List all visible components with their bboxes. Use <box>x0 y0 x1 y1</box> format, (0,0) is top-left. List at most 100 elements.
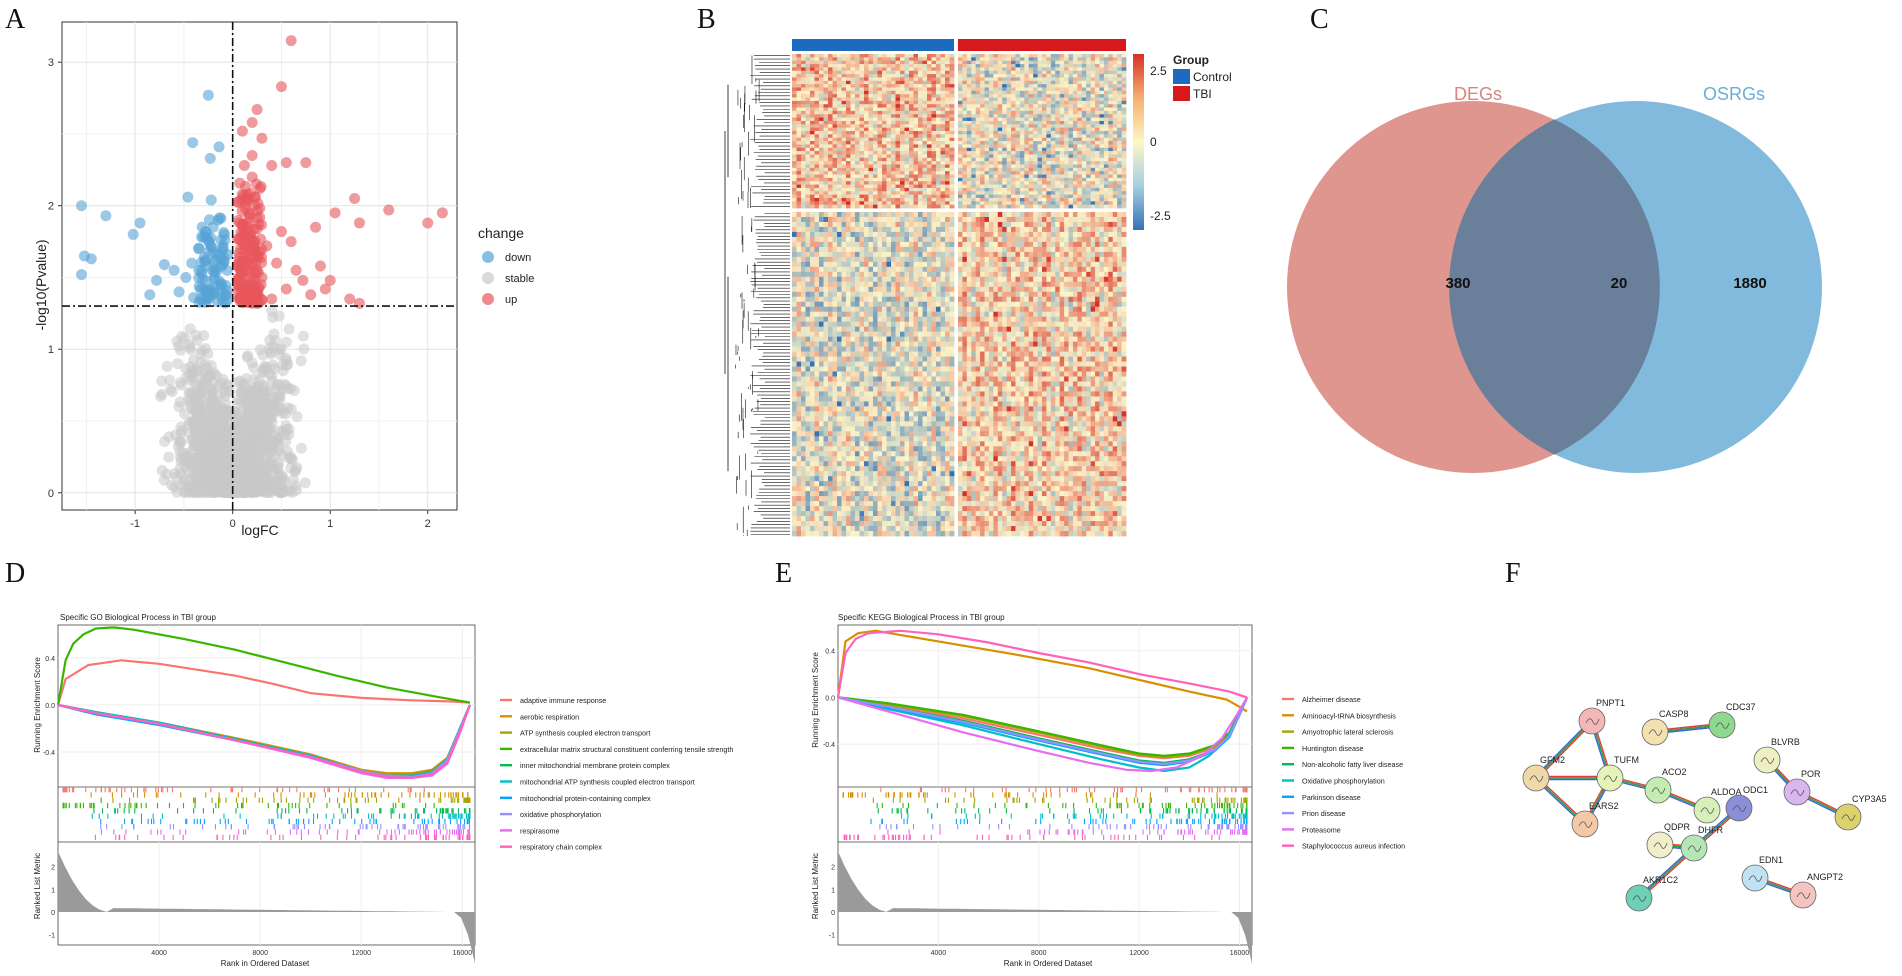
volcano-point-stable <box>225 454 237 466</box>
heatmap-cell <box>1099 54 1105 58</box>
heatmap-cell <box>962 90 968 95</box>
volcano-point-stable <box>165 383 177 395</box>
heatmap-cell <box>1095 114 1100 119</box>
volcano-point-stable <box>278 486 290 498</box>
volcano-point-stable <box>260 414 272 426</box>
heatmap-cell <box>922 107 928 112</box>
volcano-point-stable <box>225 465 237 477</box>
heatmap-cell <box>940 191 946 196</box>
heatmap-cell <box>940 57 946 62</box>
volcano-point-stable <box>243 454 255 466</box>
heatmap-cell <box>819 110 824 115</box>
heatmap-cell <box>814 181 820 185</box>
volcano-point-stable <box>163 451 175 463</box>
volcano-point-stable <box>231 427 243 439</box>
heatmap-cell <box>1081 144 1087 149</box>
heatmap-cell <box>801 110 806 115</box>
heatmap-cell <box>819 137 824 142</box>
volcano-point-stable <box>280 423 292 435</box>
legend-down-swatch <box>482 251 494 263</box>
heatmap-cell <box>945 181 950 185</box>
heatmap-cell <box>801 194 806 199</box>
heatmap-cell <box>850 164 856 169</box>
heatmap-cell <box>796 60 802 65</box>
heatmap-cell <box>1072 134 1078 139</box>
heatmap-cell <box>895 184 901 189</box>
heatmap-cell <box>927 167 932 172</box>
heatmap-cell <box>810 161 815 165</box>
heatmap-cell <box>1064 141 1069 145</box>
heatmap-cell <box>1121 141 1127 145</box>
volcano-point-stable <box>268 328 280 340</box>
volcano-point-stable <box>217 419 229 431</box>
legend-stable-label: stable <box>505 273 534 285</box>
volcano-point-stable <box>189 425 201 437</box>
heatmap-cell <box>850 151 856 155</box>
volcano-point-stable <box>258 431 270 443</box>
heatmap-cell <box>940 74 946 78</box>
heatmap-cell <box>873 100 878 105</box>
heatmap-cell <box>1059 60 1065 65</box>
heatmap-cell <box>922 77 928 82</box>
heatmap-cell <box>975 161 981 165</box>
heatmap-cell <box>859 117 865 122</box>
heatmap-cell <box>962 74 968 78</box>
volcano-point-stable <box>251 485 263 497</box>
volcano-point-stable <box>272 392 284 404</box>
volcano-point-stable <box>297 330 309 342</box>
heatmap-cell <box>988 110 994 115</box>
heatmap-cell <box>997 124 1003 129</box>
volcano-point-stable <box>203 441 215 453</box>
volcano-point-stable <box>248 403 260 415</box>
heatmap-cell <box>940 154 946 159</box>
volcano-point-stable <box>207 487 219 499</box>
heatmap-cell <box>855 114 860 119</box>
volcano-point-stable <box>217 480 229 492</box>
heatmap-cell <box>904 120 910 125</box>
volcano-point-stable <box>260 388 272 400</box>
heatmap-cell <box>909 131 914 135</box>
heatmap-cell <box>850 54 856 58</box>
heatmap-cell <box>1103 90 1109 95</box>
heatmap-cell <box>1024 107 1030 112</box>
heatmap-cell <box>1006 60 1012 65</box>
heatmap-cell <box>971 120 977 125</box>
volcano-point-stable <box>252 469 264 481</box>
volcano-point-stable <box>188 388 200 400</box>
heatmap-cell <box>891 181 896 185</box>
heatmap-cell <box>1068 137 1074 142</box>
heatmap-cell <box>1059 134 1065 139</box>
volcano-point-down <box>216 295 228 307</box>
heatmap-cell <box>1090 141 1096 145</box>
heatmap-cell <box>940 197 946 202</box>
volcano-point-down <box>199 225 211 237</box>
heatmap-cell <box>886 167 892 172</box>
heatmap-cell <box>1095 161 1100 165</box>
volcano-point-up <box>251 286 263 298</box>
volcano-point-stable <box>267 480 279 492</box>
heatmap-cell <box>1090 147 1096 152</box>
heatmap-cell <box>819 191 824 196</box>
heatmap-cell <box>1086 151 1092 155</box>
heatmap-cell <box>927 187 932 192</box>
heatmap-cell <box>796 70 802 75</box>
volcano-point-stable <box>208 461 220 473</box>
volcano-point-stable <box>281 355 293 367</box>
heatmap-cell <box>1064 77 1069 82</box>
volcano-point-stable <box>213 485 225 497</box>
heatmap-cell <box>1072 137 1078 142</box>
heatmap-cell <box>886 177 892 182</box>
volcano-point-stable <box>214 486 226 498</box>
volcano-point-up <box>266 293 278 305</box>
heatmap-cell <box>1077 117 1083 122</box>
heatmap-cell <box>855 141 860 145</box>
volcano-point-stable <box>253 482 265 494</box>
volcano-point-stable <box>226 466 238 478</box>
volcano-point-up <box>344 293 356 305</box>
heatmap-cell <box>940 77 946 82</box>
heatmap-cell <box>1002 60 1008 65</box>
volcano-point-stable <box>262 433 274 445</box>
volcano-point-stable <box>217 432 229 444</box>
heatmap-cell <box>868 157 874 162</box>
heatmap-cell <box>855 97 860 102</box>
